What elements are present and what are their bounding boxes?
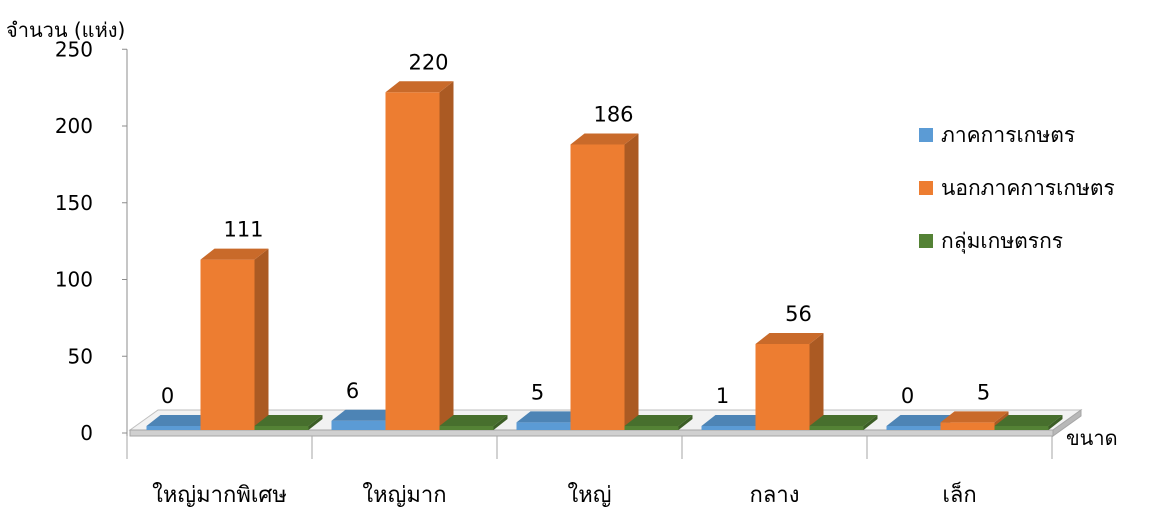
bar-front: [755, 344, 810, 430]
bar-top: [755, 333, 824, 345]
data-label: 5: [531, 380, 544, 404]
legend-label: กลุ่มเกษตรกร: [941, 229, 1063, 254]
legend-label: ภาคการเกษตร: [941, 123, 1075, 147]
bar-top: [570, 133, 639, 145]
bar-front: [254, 426, 309, 430]
bar: [570, 133, 639, 431]
bar-side: [678, 415, 693, 430]
bar: [200, 248, 269, 430]
data-label: 111: [223, 218, 263, 242]
bar: [624, 415, 693, 430]
y-tick-label: 0: [80, 421, 93, 445]
y-tick-label: 250: [55, 37, 93, 61]
floor-front: [129, 429, 1054, 437]
y-tick-label: 200: [55, 114, 93, 138]
bar-side: [624, 133, 639, 431]
y-tick-label: 100: [55, 268, 93, 292]
labels: 0 111 6 220 5 186 1 56 0 5: [161, 50, 990, 408]
x-category-label: ใหญ่: [568, 482, 612, 508]
bar-top: [200, 248, 269, 260]
bar-side: [493, 415, 508, 430]
bar-front: [200, 259, 255, 430]
y-tick-label: 150: [55, 191, 93, 215]
legend-label: นอกภาคการเกษตร: [941, 176, 1115, 200]
x-category-label: กลาง: [750, 483, 800, 508]
bar-side: [308, 415, 323, 430]
data-label: 0: [901, 384, 914, 408]
bar-top: [886, 415, 955, 426]
bar-side: [439, 81, 454, 431]
bar-side: [809, 333, 824, 430]
bar-front: [570, 144, 625, 431]
data-label: 1: [716, 384, 729, 408]
x-category-label: เล็ก: [942, 480, 976, 508]
bar-side: [1048, 415, 1063, 430]
bar-front: [516, 422, 571, 430]
legend-swatch: [919, 234, 933, 248]
y-tick-label: 50: [68, 344, 93, 368]
data-label: 220: [408, 50, 448, 74]
bar-front: [701, 426, 756, 430]
bar-top: [624, 415, 693, 426]
x-category-label: ใหญ่มากพิเศษ: [152, 482, 287, 508]
bar-top: [994, 415, 1063, 426]
data-label: 0: [161, 384, 174, 408]
bar-front: [439, 426, 494, 430]
bar-top: [940, 411, 1009, 423]
bar-top: [516, 411, 585, 423]
x-axis-title: ขนาด: [1066, 426, 1118, 450]
bar: [385, 81, 454, 431]
bar: [755, 333, 824, 430]
bar-front: [624, 426, 679, 430]
bar: [254, 415, 323, 430]
legend-swatch: [919, 181, 933, 195]
bar-side: [863, 415, 878, 430]
bar-top: [701, 415, 770, 426]
bar: [439, 415, 508, 430]
bar-top: [809, 415, 878, 426]
x-category-label: ใหญ่มาก: [362, 482, 446, 508]
bar-front: [146, 426, 201, 430]
bar-front: [994, 426, 1049, 430]
legend-swatch: [919, 128, 933, 142]
bar-top: [439, 415, 508, 426]
bars: [146, 81, 1063, 431]
bar-front: [886, 426, 941, 430]
bar-top: [254, 415, 323, 426]
bar: [809, 415, 878, 430]
bar-top: [385, 81, 454, 93]
bar-side: [254, 248, 269, 430]
bar-front: [809, 426, 864, 430]
bar-front: [331, 420, 386, 430]
data-label: 56: [785, 302, 812, 326]
y-axis-title: จำนวน (แห่ง): [6, 18, 125, 42]
bar-front: [940, 422, 995, 430]
bar-front: [385, 92, 440, 431]
bar: [994, 415, 1063, 430]
data-label: 5: [977, 380, 990, 404]
data-label: 186: [593, 102, 633, 126]
data-label: 6: [346, 379, 359, 403]
bar-top: [146, 415, 215, 426]
floor-side: [1052, 409, 1082, 437]
bar-top: [331, 409, 400, 421]
